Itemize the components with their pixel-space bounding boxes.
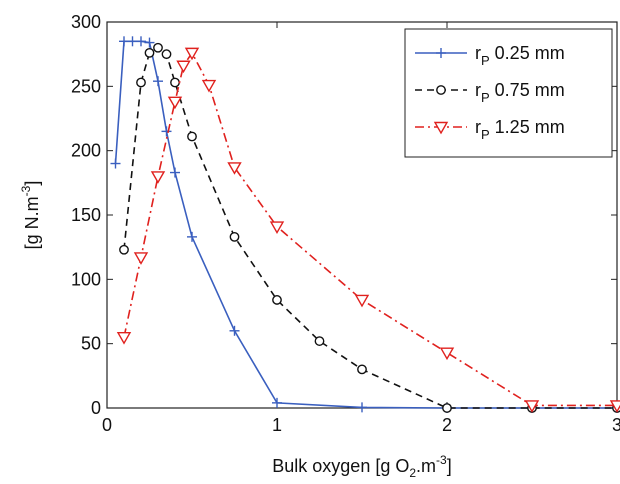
legend-entry-1: rP 0.75 mm [415, 80, 565, 105]
marker-circle [153, 42, 163, 53]
marker-circle [144, 47, 155, 58]
axis-ticks: 0 1 2 3 0 50 100 150 200 250 300 [71, 12, 620, 435]
legend: rP 0.25 mm rP 0.75 mm rP 1.25 mm [404, 28, 613, 158]
series-2 [116, 47, 620, 413]
marker-triangle-down [354, 294, 370, 308]
y-axis-label: [g N.m-3] [19, 181, 42, 250]
marker-triangle-down [133, 252, 149, 265]
marker-circle [436, 85, 446, 95]
legend-label: rP 0.25 mm [475, 43, 565, 68]
y-tick-label: 100 [71, 269, 101, 289]
marker-circle [136, 77, 146, 88]
marker-plus [170, 167, 180, 178]
marker-circle [170, 77, 180, 88]
x-tick-label: 1 [272, 415, 282, 435]
marker-circle [442, 403, 452, 413]
legend-entry-0: rP 0.25 mm [415, 43, 565, 68]
y-tick-label: 300 [71, 12, 101, 32]
marker-plus [110, 158, 121, 169]
marker-triangle-down [524, 400, 540, 413]
marker-plus [136, 36, 146, 47]
marker-triangle-down [201, 79, 217, 93]
marker-triangle-down [227, 162, 242, 175]
marker-circle [272, 295, 282, 305]
marker-plus [357, 402, 367, 413]
marker-plus [153, 76, 163, 87]
marker-triangle-down [167, 96, 183, 110]
marker-plus [229, 325, 240, 336]
legend-label: rP 0.75 mm [475, 80, 565, 105]
marker-circle [357, 364, 367, 375]
marker-circle [187, 131, 197, 142]
marker-plus [436, 48, 446, 58]
series-line [123, 46, 617, 409]
marker-triangle-down [609, 400, 620, 413]
y-tick-label: 0 [91, 398, 101, 418]
x-tick-label: 0 [102, 415, 112, 435]
marker-circle [314, 336, 325, 346]
marker-plus [187, 231, 197, 242]
marker-plus [119, 36, 129, 47]
marker-triangle-down [150, 171, 166, 184]
marker-triangle-down [439, 347, 455, 361]
x-tick-label: 3 [612, 415, 620, 435]
legend-label: rP 1.25 mm [475, 117, 565, 142]
marker-plus [161, 126, 172, 137]
marker-circle [229, 231, 240, 242]
marker-triangle-down [116, 332, 132, 345]
y-tick-label: 250 [71, 76, 101, 96]
marker-circle [119, 244, 129, 255]
marker-plus [272, 397, 282, 408]
legend-entry-2: rP 1.25 mm [415, 117, 565, 142]
marker-plus [144, 37, 155, 48]
marker-triangle-down [433, 121, 449, 135]
y-tick-label: 150 [71, 205, 101, 225]
series-1 [119, 42, 620, 413]
x-axis-label: Bulk oxygen [g O2.m-3] [272, 453, 451, 480]
y-tick-label: 200 [71, 141, 101, 161]
marker-triangle-down [269, 221, 285, 234]
y-tick-label: 50 [81, 334, 101, 354]
series-layer [110, 36, 620, 413]
marker-triangle-down [176, 60, 191, 74]
marker-triangle-down [184, 47, 200, 61]
marker-plus [127, 36, 138, 47]
x-tick-label: 2 [442, 415, 452, 435]
legend-items: rP 0.25 mm rP 0.75 mm rP 1.25 mm [415, 43, 565, 142]
marker-circle [161, 49, 172, 60]
